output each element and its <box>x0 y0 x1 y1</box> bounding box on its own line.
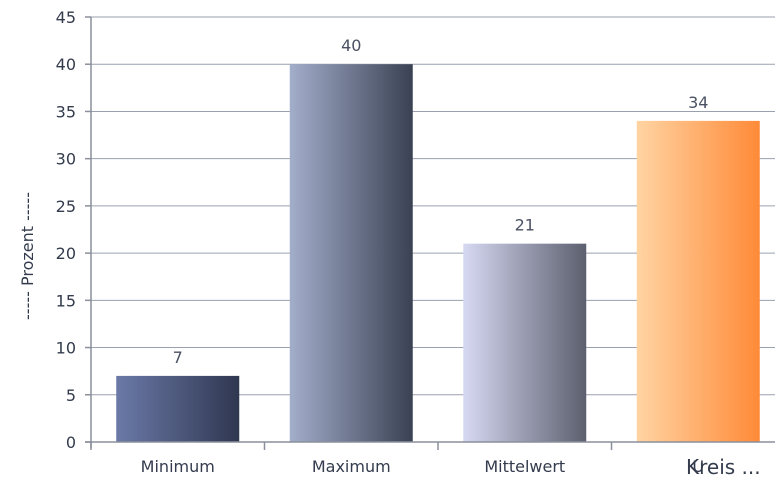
overlay-label: Kreis ... <box>686 455 761 479</box>
axes <box>85 16 775 450</box>
x-tick-label: Minimum <box>141 457 215 476</box>
y-tick-label: 45 <box>56 8 76 27</box>
y-tick-label: 0 <box>66 433 76 452</box>
data-label: 40 <box>341 36 361 55</box>
y-tick-label: 15 <box>56 291 76 310</box>
y-axis-title: ----- Prozent ----- <box>18 192 37 320</box>
y-tick-label: 40 <box>56 55 76 74</box>
y-tick-label: 20 <box>56 244 76 263</box>
bar-maximum <box>289 64 413 442</box>
y-tick-label: 30 <box>56 150 76 169</box>
x-tick-label: U <box>692 457 704 476</box>
y-tick-label: 10 <box>56 339 76 358</box>
data-label: 34 <box>688 93 708 112</box>
data-label: 7 <box>173 348 183 367</box>
y-tick-label: 35 <box>56 102 76 121</box>
bar-minimum <box>116 375 240 442</box>
gridlines <box>91 16 775 396</box>
x-tick-label: Maximum <box>312 457 391 476</box>
y-tick-label: 5 <box>66 386 76 405</box>
bar-u <box>636 120 760 442</box>
x-tick-label: Mittelwert <box>484 457 565 476</box>
y-tick-label: 25 <box>56 197 76 216</box>
bars <box>116 64 760 442</box>
labels: 0 5 10 15 20 25 30 35 40 45 7 Minimum 40 Maximum 21 Mit… <box>56 8 709 476</box>
bar-mittelwert <box>463 243 587 442</box>
data-label: 21 <box>515 216 535 235</box>
